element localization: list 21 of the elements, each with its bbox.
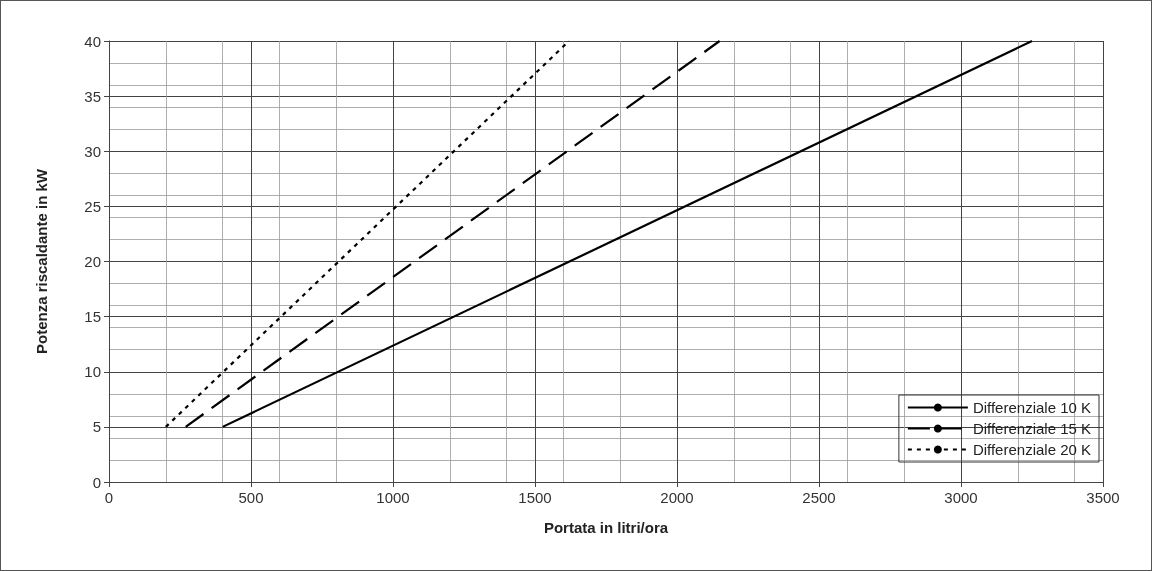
x-tick-label: 3000 — [944, 489, 978, 506]
y-tick-label: 5 — [92, 418, 101, 436]
y-tick-label: 35 — [84, 87, 101, 105]
x-tick-label: 500 — [238, 489, 264, 506]
x-tick-label: 1000 — [376, 489, 410, 506]
y-tick-label: 10 — [84, 363, 101, 381]
y-tick-label: 15 — [84, 308, 101, 326]
x-tick-label: 2500 — [802, 489, 836, 506]
x-tick-label: 0 — [104, 489, 114, 506]
legend-label: Differenziale 10 K — [972, 399, 1091, 416]
y-axis-title: Potenza riscaldante in kW — [33, 168, 50, 355]
y-tick-label: 40 — [84, 32, 101, 50]
x-axis-title: Portata in litri/ora — [543, 519, 669, 536]
x-tick-label: 1500 — [518, 489, 552, 506]
legend-label: Differenziale 20 K — [972, 441, 1091, 458]
x-tick-label: 3500 — [1086, 489, 1120, 506]
y-tick-label: 20 — [84, 253, 101, 270]
y-tick-label: 0 — [92, 473, 101, 491]
x-tick-label: 2000 — [660, 489, 694, 506]
y-tick-label: 25 — [84, 197, 101, 215]
y-tick-label: 30 — [84, 142, 101, 160]
